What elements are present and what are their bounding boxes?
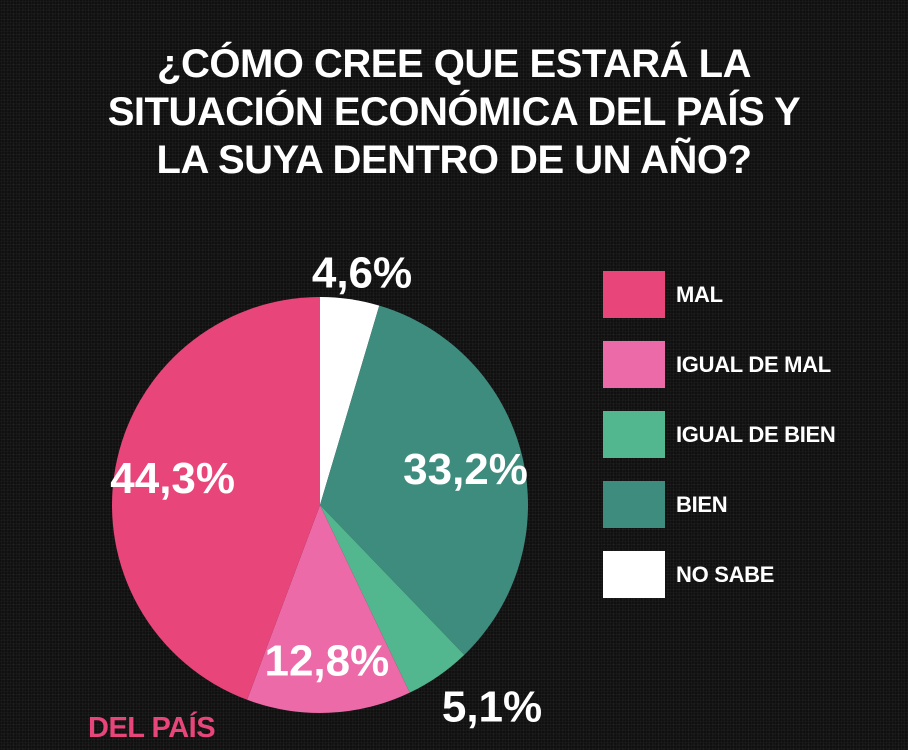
pie-slice-mal (112, 297, 321, 700)
data-label-bien: 33,2% (403, 445, 528, 494)
chart-subtitle: DEL PAÍS (88, 712, 216, 744)
legend-label-igual-de-bien: IGUAL DE BIEN (676, 422, 836, 447)
legend-swatch-igual-de-bien (603, 411, 665, 458)
data-label-no-sabe: 4,6% (312, 249, 412, 298)
chart-title: ¿CÓMO CREE QUE ESTARÁ LA SITUACIÓN ECONÓ… (0, 40, 908, 184)
pie-slice-igual-de-mal (247, 505, 410, 713)
chart-title-line-3: LA SUYA DENTRO DE UN AÑO? (156, 138, 752, 182)
chart-title-line-2: SITUACIÓN ECONÓMICA DEL PAÍS Y (107, 90, 801, 134)
legend-item-bien: BIEN (603, 481, 903, 528)
pie-slice-no-sabe (320, 297, 380, 505)
legend-label-no-sabe: NO SABE (676, 562, 775, 587)
legend-label-mal: MAL (676, 282, 723, 307)
legend-item-no-sabe: NO SABE (603, 551, 903, 598)
legend-item-mal: MAL (603, 271, 903, 318)
pie-slice-bien (320, 305, 528, 655)
legend-label-igual-de-mal: IGUAL DE MAL (676, 352, 831, 377)
legend-swatch-mal (603, 271, 665, 318)
legend-label-bien: BIEN (676, 492, 728, 517)
legend-swatch-igual-de-mal (603, 341, 665, 388)
data-label-igual-de-bien: 5,1% (442, 683, 542, 732)
data-label-mal: 44,3% (110, 454, 235, 503)
pie-slice-igual-de-bien (320, 505, 465, 693)
legend-item-igual-de-mal: IGUAL DE MAL (603, 341, 903, 388)
data-label-igual-de-mal: 12,8% (264, 636, 389, 685)
chart-title-line-1: ¿CÓMO CREE QUE ESTARÁ LA (157, 42, 751, 86)
legend-swatch-no-sabe (603, 551, 665, 598)
legend-item-igual-de-bien: IGUAL DE BIEN (603, 411, 903, 458)
legend-swatch-bien (603, 481, 665, 528)
